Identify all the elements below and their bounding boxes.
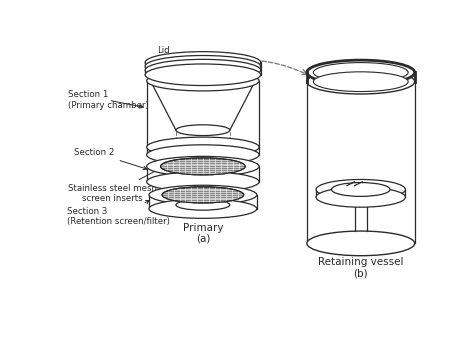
Ellipse shape: [316, 179, 405, 200]
Ellipse shape: [331, 183, 390, 196]
Text: Primary: Primary: [182, 222, 223, 232]
Ellipse shape: [145, 64, 261, 85]
Text: Section 2: Section 2: [74, 148, 147, 170]
Ellipse shape: [307, 69, 415, 94]
Ellipse shape: [162, 187, 244, 203]
Ellipse shape: [313, 72, 408, 92]
Ellipse shape: [146, 137, 259, 157]
Ellipse shape: [176, 125, 230, 136]
Ellipse shape: [146, 156, 259, 176]
Ellipse shape: [145, 52, 261, 73]
Text: Stainless steel mesh
screen inserts: Stainless steel mesh screen inserts: [68, 168, 161, 203]
Text: Lid: Lid: [157, 45, 207, 65]
Text: Section 3
(Retention screen/filter): Section 3 (Retention screen/filter): [66, 201, 170, 226]
Ellipse shape: [149, 185, 257, 204]
Text: (b): (b): [354, 268, 368, 278]
Ellipse shape: [161, 158, 245, 175]
Ellipse shape: [149, 199, 257, 218]
Ellipse shape: [145, 59, 261, 81]
Text: Retaining vessel: Retaining vessel: [318, 257, 403, 267]
Ellipse shape: [146, 71, 259, 91]
Text: (a): (a): [196, 234, 210, 243]
Text: Section 1
(Primary chamber): Section 1 (Primary chamber): [68, 91, 149, 110]
Ellipse shape: [146, 172, 259, 192]
Ellipse shape: [307, 60, 415, 85]
Ellipse shape: [316, 187, 405, 207]
Ellipse shape: [313, 62, 408, 82]
Ellipse shape: [146, 145, 259, 165]
Ellipse shape: [145, 56, 261, 77]
Ellipse shape: [307, 231, 415, 256]
